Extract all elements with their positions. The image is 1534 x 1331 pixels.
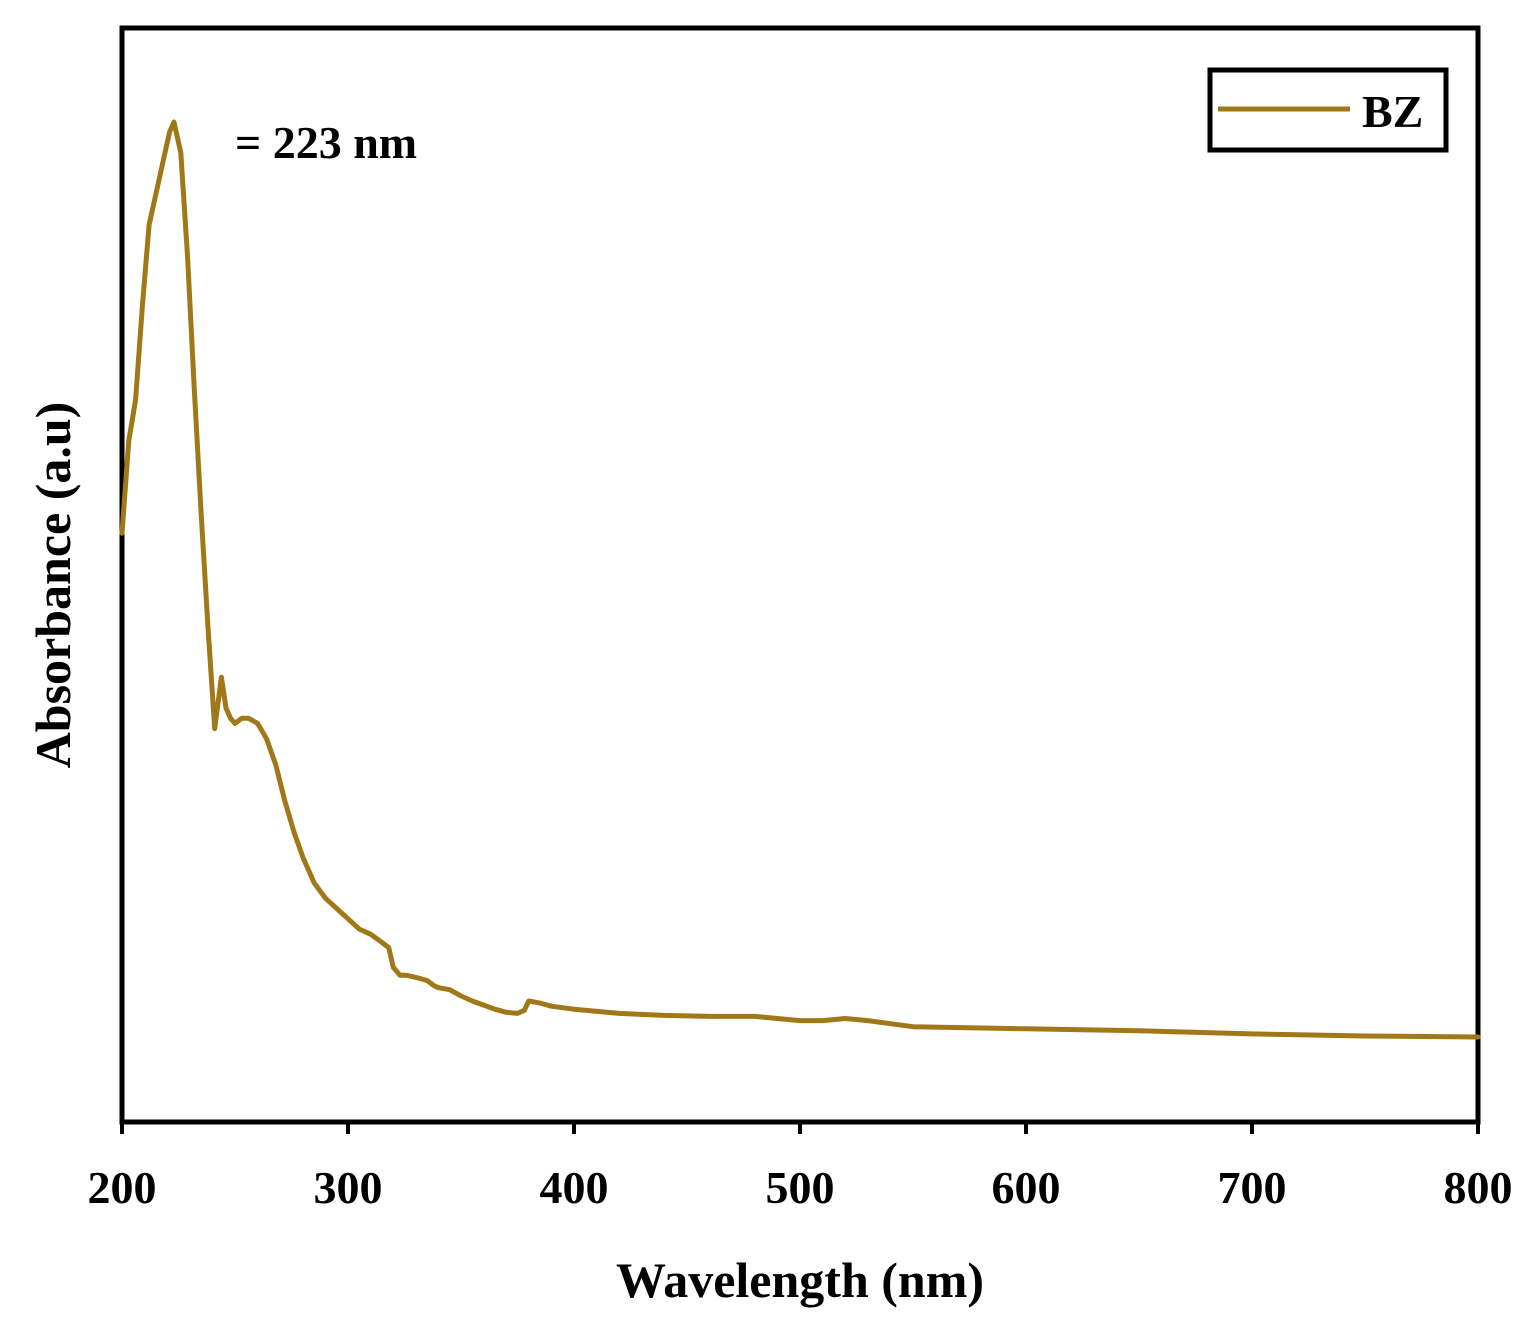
x-tick-label-800: 800 xyxy=(1444,1162,1513,1213)
x-tick-label-600: 600 xyxy=(992,1162,1061,1213)
peak-annotation: = 223 nm xyxy=(235,117,417,168)
x-tick-label-300: 300 xyxy=(314,1162,383,1213)
x-tick-label-400: 400 xyxy=(540,1162,609,1213)
x-axis-label: Wavelength (nm) xyxy=(616,1252,984,1308)
x-axis-ticks xyxy=(120,1122,1480,1134)
series-line-bz xyxy=(119,119,1481,1040)
plot-frame xyxy=(119,25,1481,1125)
x-tick-label-500: 500 xyxy=(766,1162,835,1213)
x-tick-label-200: 200 xyxy=(88,1162,157,1213)
legend-label-bz: BZ xyxy=(1362,86,1423,137)
y-axis-label: Absorbance (a.u) xyxy=(25,402,81,769)
x-axis-tick-labels: 200 300 400 500 600 700 800 xyxy=(88,1162,1513,1213)
x-tick-label-700: 700 xyxy=(1218,1162,1287,1213)
legend: BZ xyxy=(1207,67,1449,153)
